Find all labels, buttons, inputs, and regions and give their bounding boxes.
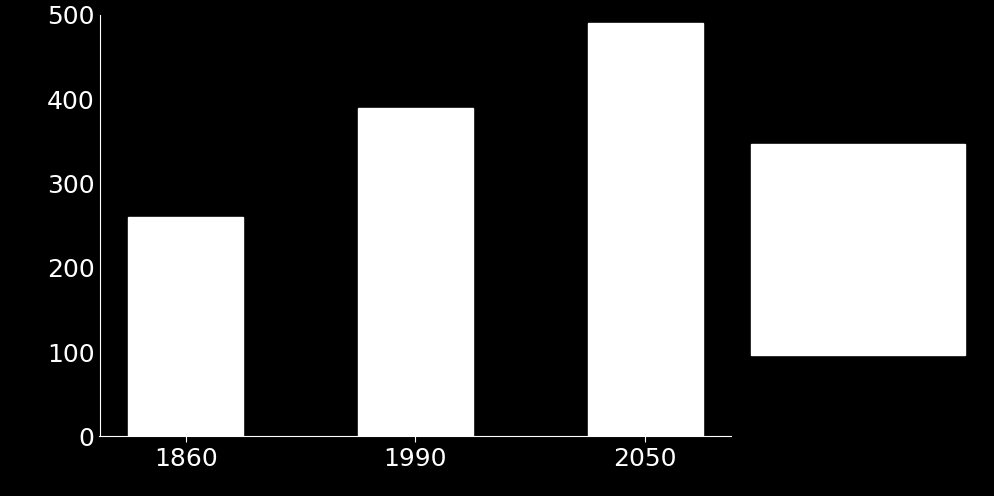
Bar (128, 217, 243, 436)
Bar (587, 23, 702, 436)
Bar (358, 108, 472, 436)
